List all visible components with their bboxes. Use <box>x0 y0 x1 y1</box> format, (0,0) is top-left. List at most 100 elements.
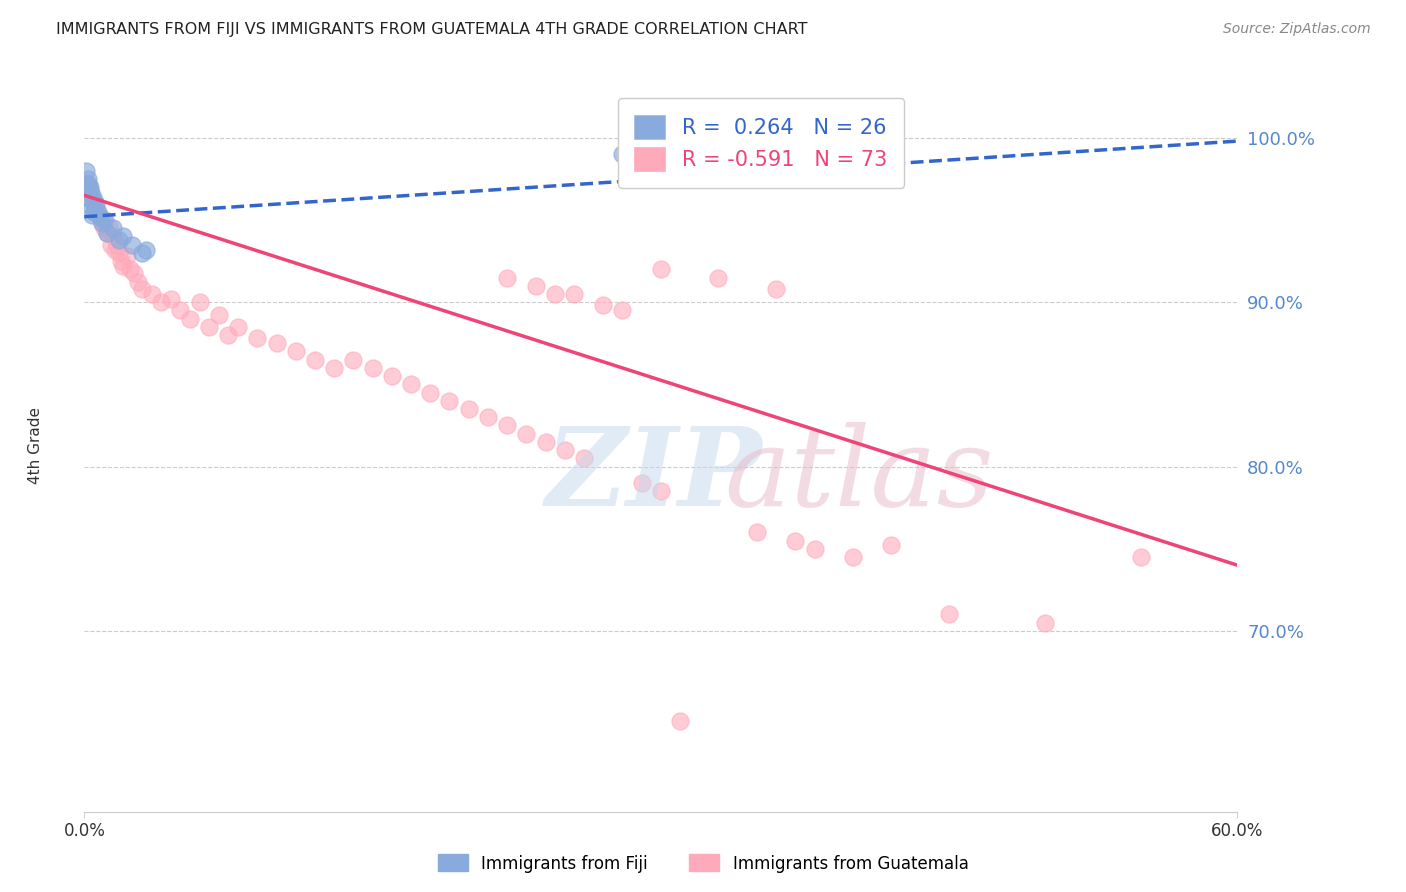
Point <box>80 188 103 202</box>
Point <box>96 226 118 240</box>
Point <box>110 254 132 268</box>
Point <box>80 208 103 222</box>
Point <box>104 243 127 257</box>
Point <box>572 451 595 466</box>
Point <box>84 202 107 216</box>
Point <box>246 331 269 345</box>
Point <box>96 226 118 240</box>
Point <box>765 282 787 296</box>
Point <box>284 344 307 359</box>
Point <box>842 549 865 564</box>
Point <box>188 295 211 310</box>
Point <box>90 216 112 230</box>
Point <box>160 292 183 306</box>
Point <box>612 147 634 161</box>
Point <box>83 204 105 219</box>
Point <box>496 418 519 433</box>
Point <box>77 183 100 197</box>
Point <box>399 377 422 392</box>
Point <box>226 319 249 334</box>
Point <box>83 194 105 208</box>
Legend: Immigrants from Fiji, Immigrants from Guatemala: Immigrants from Fiji, Immigrants from Gu… <box>430 847 976 880</box>
Point <box>89 210 111 224</box>
Point <box>745 525 768 540</box>
Point <box>98 219 121 234</box>
Point <box>111 229 134 244</box>
Point <box>938 607 960 622</box>
Y-axis label: 4th Grade: 4th Grade <box>28 408 42 484</box>
Point <box>496 270 519 285</box>
Point <box>93 221 115 235</box>
Point <box>80 194 103 208</box>
Point <box>169 303 191 318</box>
Point <box>198 319 221 334</box>
Point <box>803 541 825 556</box>
Point <box>89 211 111 226</box>
Point <box>1130 549 1153 564</box>
Point <box>150 295 173 310</box>
Point <box>94 213 117 227</box>
Point <box>218 328 240 343</box>
Point <box>342 352 364 367</box>
Point <box>650 262 672 277</box>
Point <box>105 237 128 252</box>
Point <box>439 393 461 408</box>
Point <box>669 714 692 729</box>
Point <box>87 204 110 219</box>
Point <box>108 233 131 247</box>
Point <box>707 270 730 285</box>
Point <box>131 282 153 296</box>
Point <box>93 213 115 227</box>
Point <box>564 287 586 301</box>
Point <box>79 188 101 202</box>
Point <box>90 216 112 230</box>
Point <box>457 402 479 417</box>
Point <box>765 139 787 153</box>
Point <box>880 538 903 552</box>
Point <box>127 276 149 290</box>
Point <box>650 484 672 499</box>
Point <box>554 443 576 458</box>
Point <box>131 245 153 260</box>
Point <box>419 385 441 400</box>
Point <box>124 266 146 280</box>
Point <box>111 259 134 273</box>
Point <box>103 229 124 244</box>
Point <box>77 177 100 191</box>
Legend: R =  0.264   N = 26, R = -0.591   N = 73: R = 0.264 N = 26, R = -0.591 N = 73 <box>617 98 904 188</box>
Text: IMMIGRANTS FROM FIJI VS IMMIGRANTS FROM GUATEMALA 4TH GRADE CORRELATION CHART: IMMIGRANTS FROM FIJI VS IMMIGRANTS FROM … <box>56 22 807 37</box>
Point <box>77 172 100 186</box>
Point <box>707 139 730 153</box>
Point <box>612 303 634 318</box>
Point <box>83 196 105 211</box>
Point <box>121 237 143 252</box>
Point <box>115 249 138 263</box>
Point <box>79 183 101 197</box>
Text: atlas: atlas <box>724 422 994 529</box>
Point <box>381 369 404 384</box>
Point <box>141 287 163 301</box>
Text: ZIP: ZIP <box>546 422 762 529</box>
Point <box>84 196 107 211</box>
Point <box>785 533 807 548</box>
Point <box>592 298 614 312</box>
Point <box>103 221 124 235</box>
Point <box>361 360 384 375</box>
Point <box>630 475 652 490</box>
Point <box>1033 615 1056 630</box>
Point <box>179 311 201 326</box>
Point <box>79 180 101 194</box>
Point <box>80 200 103 214</box>
Point <box>477 410 499 425</box>
Point <box>524 278 547 293</box>
Point <box>323 360 346 375</box>
Point <box>75 177 97 191</box>
Point <box>304 352 326 367</box>
Point <box>208 309 231 323</box>
Point <box>544 287 567 301</box>
Point <box>79 192 101 206</box>
Point <box>108 245 131 260</box>
Text: Source: ZipAtlas.com: Source: ZipAtlas.com <box>1223 22 1371 37</box>
Point <box>266 336 288 351</box>
Point <box>75 163 97 178</box>
